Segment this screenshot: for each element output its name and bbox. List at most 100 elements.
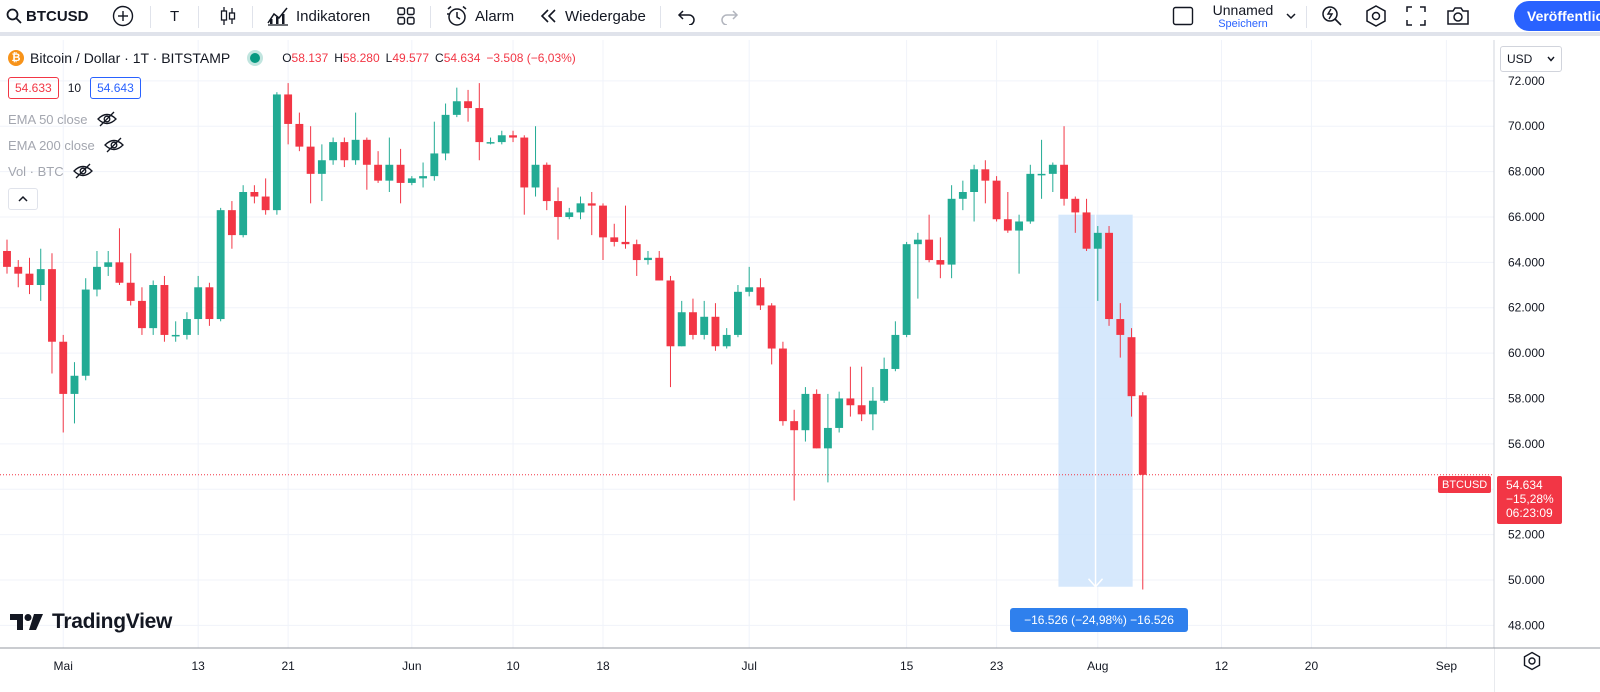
quick-search-button[interactable] [1320, 0, 1344, 32]
chart-type-button[interactable] [218, 0, 238, 32]
symbol-search-button[interactable]: BTCUSD [6, 0, 89, 32]
candle [25, 257, 34, 295]
candle-body [160, 285, 169, 335]
candle-body [1093, 232, 1102, 249]
candle-body [475, 108, 484, 143]
collapse-legend-button[interactable] [8, 188, 38, 210]
price-tick-label: 50.000 [1508, 573, 1545, 587]
chart-grid [0, 40, 1494, 648]
add-symbol-icon [112, 5, 134, 27]
candle [857, 366, 866, 422]
time-tick-label: 12 [1215, 659, 1229, 673]
toolbar-divider [430, 6, 431, 28]
templates-button[interactable] [396, 0, 416, 32]
candle-body [272, 94, 281, 211]
fullscreen-button[interactable] [1405, 0, 1427, 32]
time-scale-settings-button[interactable] [1522, 651, 1542, 676]
indicator-label: EMA 50 close [8, 111, 88, 127]
price-tick-label: 48.000 [1508, 618, 1545, 632]
candle-body [497, 135, 506, 143]
chart-settings-button[interactable] [1364, 0, 1388, 32]
undo-button[interactable] [677, 0, 697, 32]
candle-body [138, 300, 146, 329]
indicator-volume[interactable]: Vol · BTC [8, 163, 93, 179]
candle-body [70, 375, 79, 394]
candle [1082, 198, 1091, 251]
price-tick-label: 72.000 [1508, 74, 1545, 88]
candle-body [565, 212, 574, 217]
candle [801, 387, 810, 442]
candle [407, 176, 416, 186]
interval-label: T [170, 7, 180, 25]
candle [441, 103, 450, 161]
alarm-button[interactable]: Alarm [445, 0, 514, 32]
snapshot-button[interactable] [1445, 0, 1471, 32]
quick-search-icon [1322, 6, 1342, 26]
candle-body [958, 192, 967, 199]
chevron-down-icon [1547, 56, 1555, 62]
price-tick-label: 68.000 [1508, 165, 1545, 179]
eye-off-icon[interactable] [103, 137, 124, 153]
candle-body [587, 203, 596, 206]
currency-select[interactable]: USD [1500, 46, 1562, 72]
candlestick-chart[interactable]: 48.00050.00052.00054.00056.00058.00060.0… [0, 40, 1600, 692]
redo-button[interactable] [719, 0, 739, 32]
indicator-label: EMA 200 close [8, 137, 95, 153]
publish-button[interactable]: Veröffentlichen [1514, 1, 1600, 31]
candle [1127, 328, 1136, 417]
buy-price-button[interactable]: 54.643 [90, 77, 141, 99]
candle [531, 126, 540, 197]
candle-body [104, 262, 113, 267]
candle [194, 275, 203, 335]
sell-price-button[interactable]: 54.633 [8, 77, 59, 99]
candle [1071, 196, 1080, 233]
layout-menu-button[interactable] [1285, 0, 1297, 32]
tradingview-logo[interactable]: TradingView [10, 610, 172, 634]
top-toolbar: BTCUSD T Indikatoren Alarm Wiedergabe Un… [0, 0, 1600, 36]
bar-countdown: 06:23:09 [1506, 506, 1553, 520]
indicator-ema50[interactable]: EMA 50 close [8, 111, 117, 127]
bid-ask-row: 54.633 10 54.643 [8, 77, 141, 99]
eye-off-icon[interactable] [72, 163, 93, 179]
replay-button[interactable]: Wiedergabe [538, 0, 646, 32]
candle [891, 321, 900, 372]
candle [722, 328, 731, 349]
last-change-value: −15,28% [1506, 492, 1554, 506]
time-scale[interactable]: Mai 13 21 Jun 10 18 Jul 15 23 Aug 12 20 Sep [54, 659, 1458, 673]
candle [554, 187, 562, 240]
eye-off-icon[interactable] [96, 111, 117, 127]
candle-body [801, 393, 810, 431]
candle [542, 162, 551, 211]
price-scale[interactable]: 48.00050.00052.00054.00056.00058.00060.0… [1508, 74, 1545, 632]
indicator-ema200[interactable]: EMA 200 close [8, 137, 124, 153]
candle [576, 196, 585, 220]
candle-body [374, 164, 383, 181]
compare-symbol-button[interactable] [112, 0, 134, 32]
layout-name-button[interactable]: Unnamed Speichern [1208, 0, 1278, 32]
symbol-title[interactable]: Bitcoin / Dollar · 1T · BITSTAMP [30, 50, 231, 66]
time-tick-label: 18 [596, 659, 610, 673]
candle [351, 112, 360, 165]
candle [565, 207, 574, 220]
candle-body [913, 239, 922, 245]
candle [171, 321, 180, 342]
candle [1105, 226, 1113, 326]
candle-body [689, 312, 697, 335]
ohlc-open-value: 58.137 [291, 51, 329, 65]
candle [509, 130, 517, 143]
candle [3, 239, 11, 274]
candle-body [1026, 173, 1035, 222]
time-tick-label: 20 [1305, 659, 1319, 673]
interval-button[interactable]: T [170, 0, 179, 32]
candle-body [36, 269, 45, 286]
indicators-button[interactable]: Indikatoren [266, 0, 370, 32]
replay-label: Wiedergabe [565, 7, 646, 25]
candle [677, 300, 686, 347]
price-tick-label: 66.000 [1508, 210, 1545, 224]
price-tick-label: 58.000 [1508, 391, 1545, 405]
price-tick-label: 52.000 [1508, 528, 1545, 542]
candle [464, 89, 472, 122]
candle-body [610, 237, 619, 242]
layout-button[interactable] [1172, 0, 1194, 32]
candle-body [385, 164, 394, 181]
